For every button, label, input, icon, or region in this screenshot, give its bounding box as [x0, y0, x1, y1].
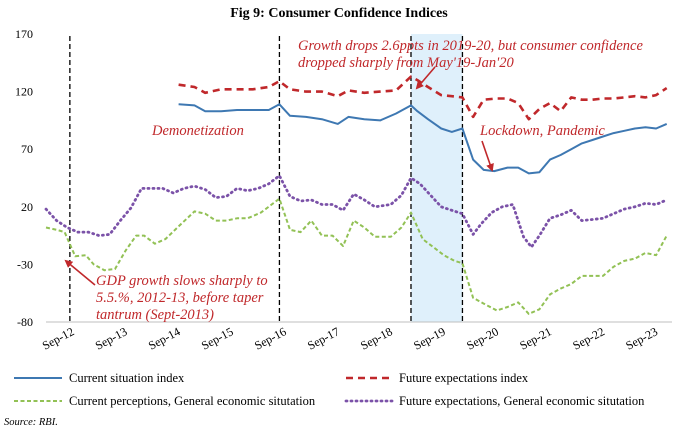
gdp-arrow	[64, 259, 96, 286]
x-tick-label: Sep-19	[411, 324, 448, 352]
lockdown-arrow	[481, 140, 494, 172]
x-tick-label: Sep-22	[570, 324, 607, 352]
annotation-gdp-line3: tantrum (Sept-2013)	[96, 307, 214, 323]
annotation-growth-drop-line1: Growth drops 2.6ppts in 2019-20, but con…	[298, 38, 643, 54]
y-tick-labels: -80 -30 20 70 120 170	[15, 27, 33, 329]
x-tick-label: Sep-18	[358, 324, 395, 352]
x-tick-label: Sep-17	[305, 324, 342, 352]
x-tick-labels: Sep-12 Sep-13 Sep-14 Sep-15 Sep-16 Sep-17 Sep-…	[40, 324, 660, 352]
annotation-gdp-line1: GDP growth slows sharply to	[96, 273, 268, 289]
x-tick-label: Sep-23	[623, 324, 660, 352]
x-tick-label: Sep-15	[199, 324, 236, 352]
legend-label-current-situation: Current situation index	[69, 371, 185, 385]
annotation-arrows	[64, 66, 494, 286]
growth-drop-arrow	[415, 66, 436, 90]
x-tick-label: Sep-14	[146, 324, 183, 352]
x-tick-label: Sep-21	[517, 324, 554, 352]
y-tick-label: 170	[15, 27, 33, 41]
y-tick-label: -30	[17, 257, 33, 271]
source-note: Source: RBI.	[4, 417, 58, 428]
chart-title: Fig 9: Consumer Confidence Indices	[230, 6, 448, 21]
annotation-growth-drop-line2: dropped sharply from May'19-Jan'20	[298, 55, 515, 71]
legend-label-future-expectations: Future expectations index	[399, 371, 529, 385]
future-expectations-general-line	[44, 174, 669, 249]
series-lines	[44, 75, 669, 315]
annotation-lockdown: Lockdown, Pandemic	[479, 123, 605, 139]
legend-label-current-perceptions: Current perceptions, General economic si…	[69, 394, 316, 408]
y-tick-label: 120	[15, 85, 33, 99]
current-situation-line	[178, 103, 668, 175]
x-tick-label: Sep-13	[93, 324, 130, 352]
shaded-region	[410, 34, 463, 322]
annotation-gdp-line2: 5.5.%, 2012-13, before taper	[96, 290, 264, 306]
legend: Current situation index Future expectati…	[14, 371, 645, 408]
x-tick-label: Sep-12	[40, 324, 77, 352]
annotation-demonetization: Demonetization	[151, 123, 244, 139]
y-tick-label: 20	[21, 200, 33, 214]
shaded-region-layer	[410, 34, 463, 322]
y-tick-label: -80	[17, 315, 33, 329]
legend-label-future-expectations-general: Future expectations, General economic si…	[399, 394, 645, 408]
x-tick-label: Sep-16	[252, 324, 289, 352]
y-tick-label: 70	[21, 142, 33, 156]
future-expectations-line	[178, 75, 668, 121]
x-tick-label: Sep-20	[464, 324, 501, 352]
